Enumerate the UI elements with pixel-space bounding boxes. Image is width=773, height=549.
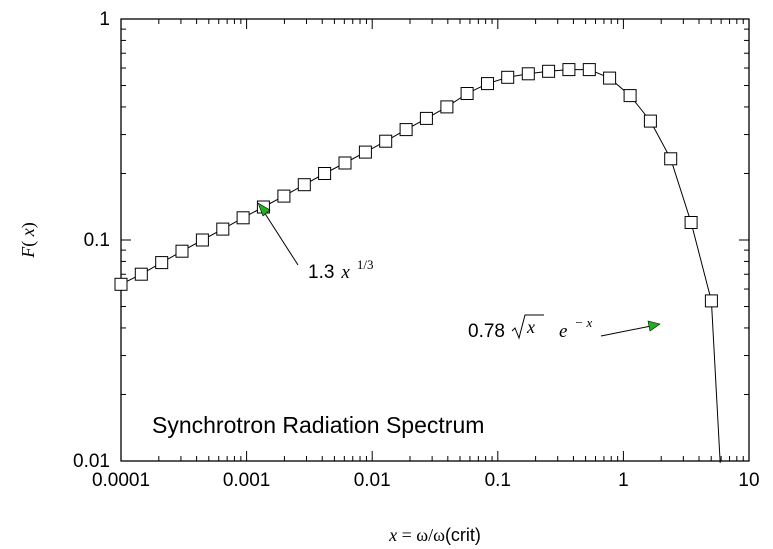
annotation-exponential-coef: 0.78 [468, 321, 505, 342]
major-ticks [120, 18, 750, 462]
data-point-marker [460, 87, 474, 100]
data-point-marker [419, 111, 433, 125]
y-tick-labels: 0.01 0.1 1 [73, 9, 110, 472]
chart-title: Synchrotron Radiation Spectrum [152, 412, 484, 438]
y-axis-title: F( x) [18, 222, 39, 259]
data-point-marker [440, 100, 454, 114]
annotation-arrow-line [600, 325, 652, 337]
data-point-marker [114, 277, 128, 291]
annotation-arrowhead [647, 320, 661, 332]
annotation-exponential-root: x [526, 317, 535, 337]
y-tick-label: 1 [99, 9, 110, 30]
annotation-exponential-tail: e − x [559, 315, 592, 342]
data-point-marker [542, 64, 556, 78]
data-point-marker [297, 178, 311, 192]
data-point-marker [277, 189, 291, 203]
data-point-marker [195, 233, 209, 247]
data-point-marker [521, 67, 535, 81]
series-markers [114, 63, 718, 308]
x-tick-label: 0.0001 [92, 470, 150, 491]
sqrt-symbol [511, 314, 544, 340]
y-tick-label: 0.1 [84, 230, 110, 251]
data-point-marker [318, 167, 332, 180]
annotation-power-law: 1.3 x 1/3 [308, 257, 373, 283]
x-tick-labels: 0.0001 0.001 0.01 0.1 1 10 [92, 470, 760, 491]
x-tick-label: 0.01 [354, 470, 391, 491]
data-point-marker [623, 89, 637, 103]
x-tick-label: 1 [618, 470, 629, 491]
data-point-marker [562, 63, 576, 77]
data-point-marker [664, 152, 678, 166]
data-point-marker [481, 77, 494, 91]
data-point-marker [582, 63, 596, 77]
data-point-marker [155, 256, 169, 270]
data-point-marker [175, 244, 189, 258]
data-point-marker [684, 216, 698, 229]
data-point-marker [704, 294, 718, 308]
plot-frame [120, 18, 750, 462]
x-tick-label: 0.001 [223, 470, 271, 491]
data-point-marker [216, 222, 230, 236]
data-point-marker [379, 134, 393, 148]
data-point-marker [236, 211, 250, 225]
annotation-arrow-line [263, 211, 299, 266]
series-line [120, 69, 721, 464]
annotation-arrowhead [257, 202, 271, 217]
x-tick-label: 0.1 [485, 470, 511, 491]
data-point-marker [134, 267, 148, 281]
x-tick-label: 10 [738, 470, 759, 491]
data-point-marker [338, 156, 352, 170]
data-point-marker [399, 123, 413, 137]
data-point-marker [501, 70, 515, 84]
minor-ticks [121, 19, 749, 461]
data-point-marker [358, 145, 372, 159]
data-point-marker [643, 114, 657, 128]
y-tick-label: 0.01 [73, 451, 110, 472]
data-point-marker [603, 71, 617, 85]
x-axis-title: x = ω/ω(crit) [388, 525, 481, 545]
